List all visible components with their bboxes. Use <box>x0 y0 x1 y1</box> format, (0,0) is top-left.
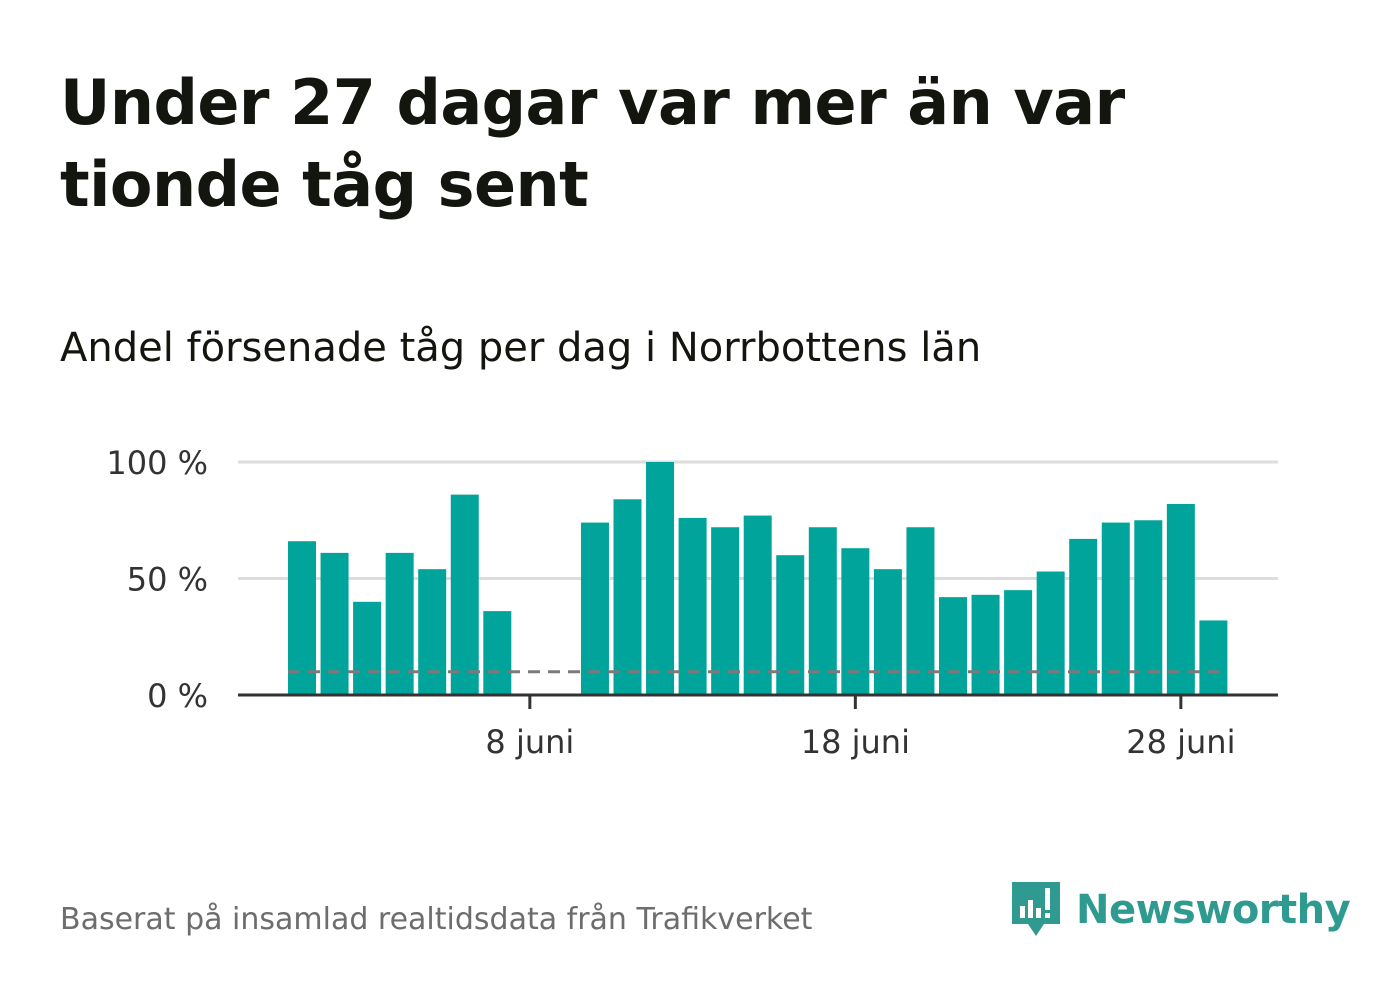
y-tick-label: 0 % <box>147 677 208 715</box>
source-note: Baserat på insamlad realtidsdata från Tr… <box>60 902 813 937</box>
brand-name: Newsworthy <box>1076 887 1351 933</box>
bar <box>1134 520 1163 695</box>
bar <box>743 515 772 695</box>
x-tick-label: 8 juni <box>485 723 574 761</box>
bar <box>613 499 642 695</box>
chart-title: Under 27 dagar var mer än var tionde tåg… <box>60 66 1125 221</box>
chart-subtitle: Andel försenade tåg per dag i Norrbotten… <box>60 325 982 371</box>
x-tick-label: 28 juni <box>1126 723 1235 761</box>
bar <box>1036 571 1065 695</box>
bar <box>320 552 349 695</box>
newsworthy-icon <box>1012 882 1060 936</box>
bar <box>678 517 707 695</box>
bar <box>808 527 837 695</box>
bar <box>1069 538 1098 695</box>
bar <box>711 527 740 695</box>
bar <box>483 611 512 695</box>
bar <box>971 594 1000 695</box>
bar <box>418 569 447 695</box>
bar <box>873 569 902 695</box>
bar <box>1166 503 1195 695</box>
bar <box>646 462 675 695</box>
brand-logo[interactable]: Newsworthy <box>1010 880 1351 940</box>
bar <box>776 555 805 695</box>
x-tick-label: 18 juni <box>801 723 910 761</box>
bar <box>385 552 414 695</box>
y-tick-label: 100 % <box>106 444 208 482</box>
bar <box>906 527 935 695</box>
bar <box>353 601 382 695</box>
y-tick-label: 50 % <box>127 561 208 599</box>
bar <box>939 597 967 695</box>
bar <box>1004 590 1033 695</box>
bar <box>1199 620 1228 695</box>
bar <box>580 522 609 695</box>
bar <box>288 541 316 695</box>
bar <box>450 494 479 695</box>
bar <box>1101 522 1130 695</box>
bar-chart: 0 % 50 % 100 % 8 juni 18 juni 28 juni <box>106 444 1278 761</box>
